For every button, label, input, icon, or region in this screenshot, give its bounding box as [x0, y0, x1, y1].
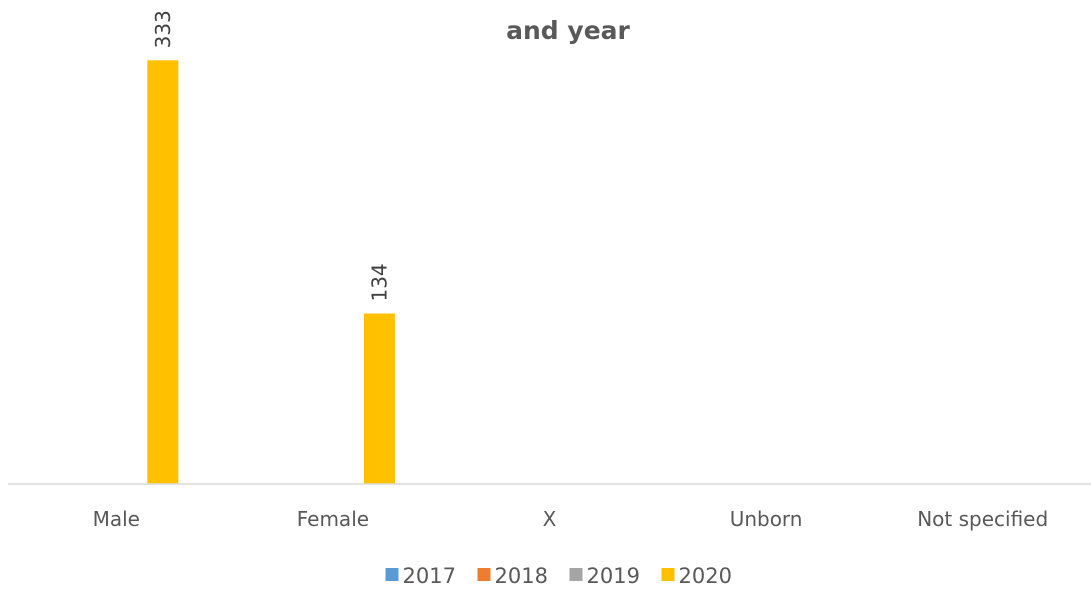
category-label-female: Female — [297, 507, 369, 531]
chart-title-line-2: and year — [506, 16, 630, 45]
legend-label-2018: 2018 — [495, 564, 548, 588]
legend-label-2020: 2020 — [679, 564, 732, 588]
bar-male-2020 — [147, 60, 179, 485]
legend-swatch-2019 — [569, 568, 583, 581]
bar-female-2020 — [363, 313, 395, 484]
category-label-not-specified: Not specified — [917, 507, 1048, 531]
legend-swatch-2017 — [385, 568, 399, 581]
category-label-unborn: Unborn — [730, 507, 803, 531]
legend-swatch-2018 — [477, 568, 491, 581]
category-label-male: Male — [93, 507, 140, 531]
legend-swatch-2020 — [661, 568, 675, 581]
category-labels: Male Female X Unborn Not specified — [93, 507, 1049, 531]
legend: 2017 2018 2019 2020 — [385, 564, 732, 588]
legend-label-2019: 2019 — [587, 564, 640, 588]
legend-label-2017: 2017 — [403, 564, 456, 588]
chart-title: and year — [506, 16, 630, 45]
data-labels: 333 134 — [151, 10, 392, 301]
data-label-male-2020: 333 — [151, 10, 175, 48]
bars-layer — [147, 60, 395, 485]
data-label-female-2020: 134 — [367, 263, 391, 301]
category-label-x: X — [543, 507, 557, 531]
